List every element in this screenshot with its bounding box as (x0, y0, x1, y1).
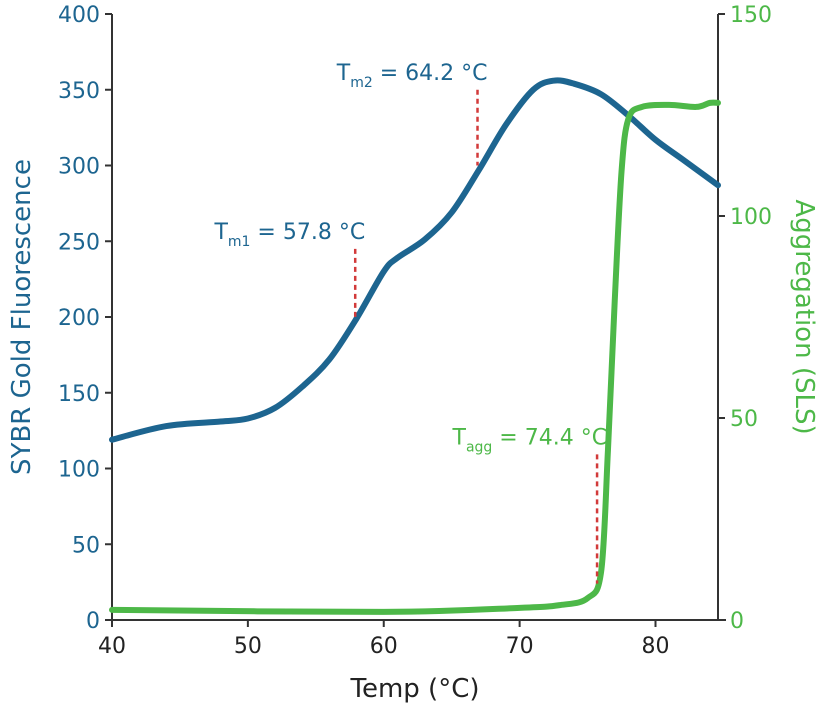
y-tick-label: 350 (58, 79, 100, 104)
y2-axis-label: Aggregation (SLS) (789, 199, 819, 434)
y-tick-label: 50 (72, 533, 100, 558)
x-tick-label: 40 (98, 634, 126, 659)
y2-tick-label: 0 (730, 609, 744, 634)
x-tick-label: 50 (234, 634, 262, 659)
fluorescence-line (109, 77, 721, 443)
y-tick-label: 300 (58, 155, 100, 180)
x-tick-label: 80 (641, 634, 669, 659)
y-tick-label: 0 (86, 609, 100, 634)
y-tick-label: 100 (58, 458, 100, 483)
x-tick-label: 60 (370, 634, 398, 659)
y-tick-label: 200 (58, 306, 100, 331)
annotation-label-m2: Tm2 = 64.2 °C (336, 61, 488, 91)
annotation-label-m1: Tm1 = 57.8 °C (213, 220, 365, 250)
y2-tick-label: 50 (730, 407, 758, 432)
x-axis-label: Temp (°C) (350, 674, 480, 704)
y2-tick-label: 100 (730, 205, 772, 230)
y-tick-label: 150 (58, 382, 100, 407)
x-tick-label: 70 (506, 634, 534, 659)
y-axis-label: SYBR Gold Fluorescence (7, 159, 37, 475)
y-tick-label: 400 (58, 3, 100, 28)
annotation-label-agg: Tagg = 74.4 °C (451, 425, 607, 455)
y-tick-label: 250 (58, 230, 100, 255)
y2-tick-label: 150 (730, 3, 772, 28)
aggregation-line (109, 99, 721, 615)
